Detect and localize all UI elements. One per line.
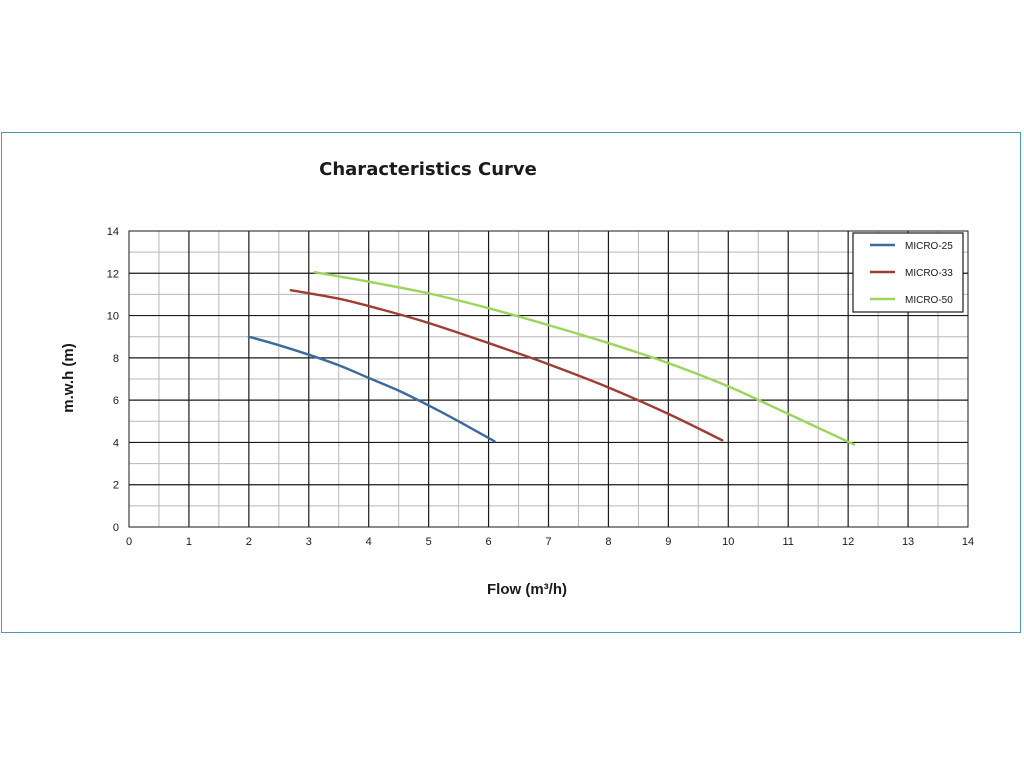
plot-border <box>128 230 969 528</box>
x-tick-label: 8 <box>605 536 611 548</box>
x-axis-label: Flow (m³/h) <box>487 581 567 598</box>
chart: Characteristics Curve 0 1 2 3 4 5 6 7 8 9 10 11 12 13… <box>60 159 974 598</box>
x-tick-label: 13 <box>902 536 914 548</box>
legend-label: MICRO-33 <box>905 268 953 279</box>
x-tick-label: 3 <box>306 536 312 548</box>
x-tick-label: 2 <box>246 536 252 548</box>
y-axis-ticks: 0 2 4 6 8 10 12 14 <box>107 226 119 534</box>
series-line-micro-33 <box>289 289 724 442</box>
legend: MICRO-25 MICRO-33 MICRO-50 <box>852 232 964 313</box>
y-tick-label: 4 <box>113 437 119 449</box>
y-tick-label: 14 <box>107 226 119 238</box>
x-tick-label: 11 <box>783 536 794 548</box>
x-tick-label: 14 <box>962 536 974 548</box>
y-tick-label: 10 <box>107 311 119 323</box>
series-line-micro-25 <box>247 335 496 443</box>
x-tick-label: 10 <box>722 536 734 548</box>
x-axis-label-text: Flow (m³/h) <box>487 581 567 598</box>
y-tick-label: 8 <box>113 353 119 365</box>
x-tick-label: 12 <box>842 536 854 548</box>
y-tick-label: 2 <box>113 480 119 492</box>
x-tick-label: 4 <box>366 536 372 548</box>
legend-label: MICRO-25 <box>905 241 953 252</box>
legend-label: MICRO-50 <box>905 295 953 306</box>
y-axis-label: m.w.h (m) <box>60 343 77 412</box>
series-line-micro-50 <box>313 271 856 446</box>
x-tick-label: 0 <box>126 536 132 548</box>
x-tick-label: 7 <box>545 536 551 548</box>
y-tick-label: 0 <box>113 522 119 534</box>
series-lines <box>247 271 856 446</box>
x-tick-label: 6 <box>486 536 492 548</box>
x-tick-label: 5 <box>426 536 432 548</box>
y-tick-label: 12 <box>107 268 119 280</box>
x-tick-label: 9 <box>665 536 671 548</box>
chart-frame: Characteristics Curve 0 1 2 3 4 5 6 7 8 9 10 11 12 13… <box>1 132 1021 633</box>
y-tick-label: 6 <box>113 395 119 407</box>
x-tick-label: 1 <box>186 536 192 548</box>
x-axis-ticks: 0 1 2 3 4 5 6 7 8 9 10 11 12 13 14 <box>126 536 974 548</box>
chart-title: Characteristics Curve <box>319 159 537 180</box>
